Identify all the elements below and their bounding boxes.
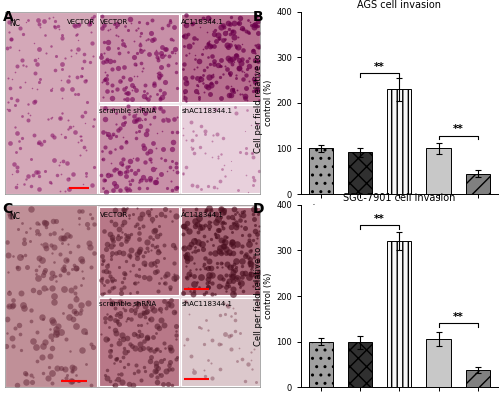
Bar [387, 241, 411, 387]
Title: AGS cell invasion: AGS cell invasion [358, 0, 442, 10]
Text: **: ** [374, 62, 385, 71]
Text: **: ** [374, 214, 385, 224]
Text: scramble shRNA: scramble shRNA [100, 301, 156, 307]
Bar [5, 12, 97, 194]
Bar [100, 298, 178, 386]
Text: shAC118344.1: shAC118344.1 [181, 301, 232, 307]
Bar [181, 207, 260, 295]
Y-axis label: Cell per field relative to
control (%): Cell per field relative to control (%) [254, 246, 274, 346]
Text: C: C [2, 202, 13, 216]
Bar [100, 207, 178, 295]
Bar [181, 105, 260, 193]
Text: D: D [252, 202, 264, 216]
Text: VECTOR: VECTOR [100, 19, 128, 25]
Text: B: B [252, 10, 263, 24]
Y-axis label: Cell per field relative to
control (%): Cell per field relative to control (%) [254, 53, 274, 152]
Title: SGC-7901 cell invasion: SGC-7901 cell invasion [343, 193, 456, 203]
Bar [181, 14, 260, 102]
Bar [466, 173, 490, 194]
Bar [100, 14, 178, 102]
Bar [426, 339, 450, 387]
Bar [100, 105, 178, 193]
Text: A: A [2, 10, 13, 24]
Text: AC118344.1: AC118344.1 [181, 212, 224, 218]
Text: **: ** [453, 312, 464, 322]
Bar [181, 298, 260, 386]
Bar [348, 342, 372, 387]
Text: NC: NC [9, 19, 20, 28]
Bar [308, 149, 333, 194]
Text: shAC118344.1: shAC118344.1 [181, 108, 232, 115]
Bar [5, 205, 97, 387]
Bar [426, 149, 450, 194]
Text: scramble shRNA: scramble shRNA [100, 108, 156, 115]
Text: NC: NC [9, 212, 20, 221]
Bar [308, 342, 333, 387]
Bar [466, 370, 490, 387]
Text: VECTOR: VECTOR [100, 212, 128, 218]
Bar [348, 152, 372, 194]
Text: VECTOR: VECTOR [68, 19, 96, 25]
Bar [387, 89, 411, 194]
Text: AC118344.1: AC118344.1 [181, 19, 224, 25]
Text: **: ** [453, 124, 464, 134]
